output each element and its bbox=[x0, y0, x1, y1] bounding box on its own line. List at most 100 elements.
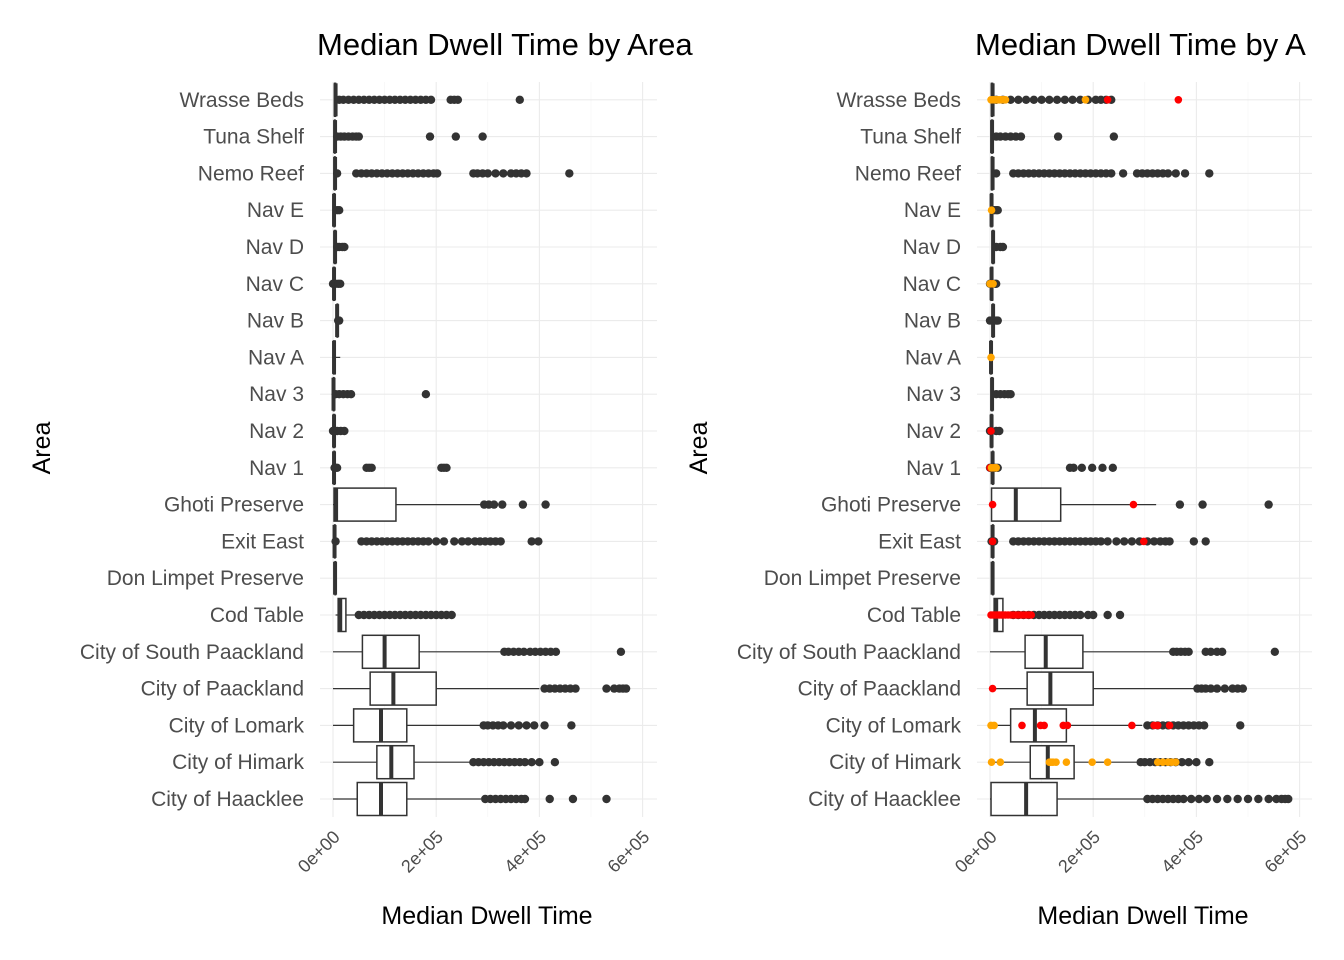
category-label: Nav C bbox=[246, 273, 304, 296]
outlier-point bbox=[530, 721, 539, 730]
outlier-point bbox=[1189, 537, 1199, 546]
x-axis-title: Median Dwell Time bbox=[381, 902, 592, 930]
category-label: Nav E bbox=[904, 199, 961, 222]
outlier-point bbox=[540, 721, 549, 730]
outlier-point bbox=[545, 794, 554, 804]
outlier-point bbox=[426, 95, 436, 105]
outlier-point bbox=[518, 500, 528, 509]
category-label: Nav E bbox=[247, 199, 304, 222]
category-label: Nav C bbox=[903, 273, 961, 296]
outlier-point bbox=[1077, 463, 1087, 472]
x-tick-label: 4e+05 bbox=[1157, 827, 1207, 877]
outlier-point bbox=[1098, 463, 1107, 472]
box-tuna-shelf bbox=[990, 119, 1119, 154]
box-city-of-haacklee bbox=[990, 781, 1293, 817]
outlier-point bbox=[425, 132, 435, 141]
outlier-point bbox=[1068, 95, 1077, 105]
orange-highlight-point bbox=[989, 280, 997, 288]
outlier-point bbox=[332, 463, 342, 472]
outlier-point bbox=[1052, 95, 1062, 105]
outlier-point bbox=[1006, 390, 1015, 399]
outlier-point bbox=[1205, 169, 1214, 178]
outlier-point bbox=[1284, 794, 1293, 804]
outlier-point bbox=[527, 537, 536, 546]
category-label: Nav B bbox=[904, 310, 961, 333]
outlier-point bbox=[567, 721, 576, 730]
outlier-point bbox=[1212, 684, 1222, 693]
category-label: Nav 3 bbox=[249, 383, 304, 406]
category-label: Nav 2 bbox=[249, 420, 304, 443]
category-label: Tuna Shelf bbox=[860, 126, 961, 149]
outlier-point bbox=[985, 316, 995, 325]
outlier-point bbox=[522, 721, 531, 730]
outlier-point bbox=[1029, 95, 1039, 105]
outlier-point bbox=[1045, 95, 1054, 105]
outlier-point bbox=[1180, 169, 1190, 178]
category-label: City of Haacklee bbox=[808, 788, 961, 811]
category-labels: City of Haacklee City of Himark City of Lo… bbox=[80, 89, 305, 811]
outlier-point bbox=[1087, 463, 1097, 472]
outlier-point bbox=[1016, 132, 1026, 141]
outlier-point bbox=[442, 463, 451, 472]
red-highlight-point bbox=[1128, 721, 1136, 730]
x-tick-label: 0e+00 bbox=[294, 827, 344, 877]
category-label: Nav D bbox=[903, 236, 961, 259]
category-label: Nav 3 bbox=[906, 383, 961, 406]
category-label: City of Himark bbox=[829, 751, 961, 774]
box-nav-e bbox=[332, 192, 344, 228]
orange-highlight-point bbox=[992, 464, 1000, 472]
box-exit-east bbox=[331, 524, 543, 559]
outlier-point bbox=[354, 132, 363, 141]
outlier-point bbox=[616, 647, 626, 656]
outlier-point bbox=[478, 132, 487, 141]
outlier-point bbox=[1163, 169, 1173, 178]
outlier-point bbox=[1179, 794, 1188, 804]
category-label: Tuna Shelf bbox=[203, 126, 304, 149]
outlier-point bbox=[1206, 684, 1216, 693]
outlier-point bbox=[1177, 758, 1187, 767]
outlier-point bbox=[602, 794, 611, 804]
red-highlight-point bbox=[988, 500, 997, 509]
outlier-point bbox=[1254, 794, 1263, 804]
chart-title: Median Dwell Time by A bbox=[975, 27, 1306, 62]
category-label: City of Paackland bbox=[141, 678, 304, 701]
red-highlight-point bbox=[1153, 721, 1162, 730]
red-highlight-point bbox=[1018, 721, 1026, 730]
outlier-point bbox=[1171, 169, 1180, 178]
category-label: Nav B bbox=[247, 310, 304, 333]
outlier-point bbox=[993, 206, 1002, 215]
red-highlight-point bbox=[1063, 721, 1072, 730]
box-nav-c bbox=[328, 266, 345, 302]
outlier-point bbox=[1236, 721, 1245, 730]
outlier-point bbox=[1109, 132, 1119, 141]
orange-highlight-point bbox=[1052, 758, 1060, 766]
outlier-point bbox=[1115, 610, 1125, 620]
box-nav-1 bbox=[330, 450, 451, 486]
category-label: Nav A bbox=[248, 346, 304, 369]
outlier-point bbox=[439, 537, 449, 546]
x-tick-label: 6e+05 bbox=[1261, 827, 1311, 877]
outlier-point bbox=[995, 426, 1004, 436]
category-label: Cod Table bbox=[867, 604, 961, 627]
outlier-point bbox=[1149, 537, 1159, 546]
outlier-point bbox=[1069, 463, 1078, 472]
red-highlight-point bbox=[1129, 500, 1138, 509]
box-city-of-haacklee bbox=[333, 781, 611, 817]
outlier-point bbox=[499, 169, 508, 178]
box-nav-d bbox=[332, 229, 349, 265]
outlier-point bbox=[1053, 132, 1063, 141]
outlier-point bbox=[447, 610, 456, 620]
box-body bbox=[333, 487, 397, 522]
category-label: Nav 1 bbox=[249, 457, 304, 480]
outlier-point bbox=[424, 537, 433, 546]
outlier-point bbox=[336, 279, 345, 288]
category-label: City of Himark bbox=[172, 751, 304, 774]
x-tick-labels: 0e+00 2e+05 4e+05 6e+05 bbox=[951, 827, 1310, 877]
outlier-point bbox=[1060, 95, 1070, 105]
category-label: Nav 1 bbox=[906, 457, 961, 480]
orange-highlight-point bbox=[1001, 96, 1010, 104]
outlier-point bbox=[565, 169, 574, 178]
box-layer bbox=[328, 82, 631, 817]
outlier-point bbox=[1201, 537, 1210, 546]
box-nav-3 bbox=[990, 376, 1015, 412]
